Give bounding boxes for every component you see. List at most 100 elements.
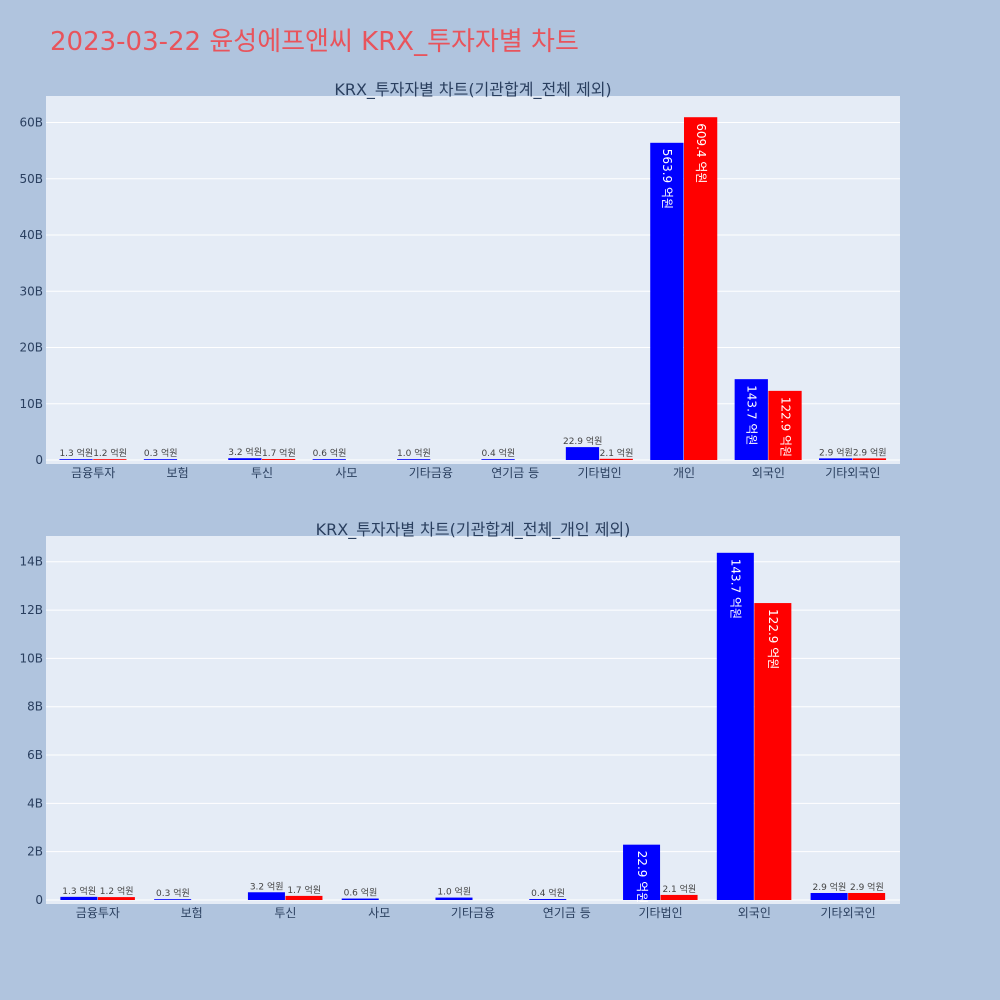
bar: [819, 458, 853, 460]
bar-data-label: 2.9 억원: [853, 446, 887, 458]
x-tick-label: 사모: [335, 466, 357, 480]
bar: [285, 895, 323, 900]
x-tick-label: 기타외국인: [821, 906, 876, 920]
bar-data-label: 3.2 억원: [250, 880, 284, 892]
bar: [734, 379, 768, 460]
bar: [660, 894, 698, 900]
y-tick-label: 50B: [19, 172, 43, 186]
bar: [262, 459, 296, 460]
bar-data-label: 2.9 억원: [850, 881, 884, 893]
bar-data-label: 143.7 억원: [745, 385, 759, 445]
x-tick-label: 보험: [181, 906, 203, 920]
x-tick-label: 사모: [368, 906, 390, 920]
bar-data-label: 1.0 억원: [437, 886, 471, 898]
chart-title-all: KRX_투자자별 차트(기관합계_전체 제외): [334, 80, 611, 100]
bar-data-label: 1.7 억원: [262, 447, 296, 459]
x-tick-label: 보험: [167, 466, 189, 480]
y-tick-label: 30B: [19, 284, 43, 298]
bar: [93, 459, 127, 460]
bar: [716, 552, 754, 900]
bar-data-label: 609.4 억원: [694, 123, 708, 183]
bar: [435, 897, 473, 900]
bar-data-label: 1.3 억원: [62, 885, 96, 897]
bar: [312, 459, 346, 460]
x-tick-label: 연기금 등: [491, 466, 539, 480]
bar-data-label: 0.6 억원: [344, 887, 378, 899]
x-tick-label: 금융투자: [76, 906, 120, 920]
y-tick-label: 14B: [19, 555, 43, 569]
bar-data-label: 122.9 억원: [778, 397, 792, 457]
bar: [810, 892, 848, 900]
bar-data-label: 1.0 억원: [397, 447, 431, 459]
bar: [247, 892, 285, 900]
bar: [599, 458, 633, 460]
x-tick-label: 외국인: [738, 906, 771, 920]
y-tick-label: 2B: [27, 845, 43, 859]
y-tick-label: 8B: [27, 700, 43, 714]
bar-data-label: 143.7 억원: [729, 559, 743, 619]
bar-data-label: 1.3 억원: [59, 447, 93, 459]
bar: [481, 459, 515, 460]
x-tick-label: 외국인: [752, 466, 785, 480]
bar: [768, 390, 802, 460]
bar-data-label: 0.4 억원: [531, 887, 565, 899]
y-tick-label: 60B: [19, 116, 43, 130]
bar-data-label: 0.4 억원: [481, 447, 515, 459]
bar-data-label: 0.3 억원: [156, 887, 190, 899]
bar-data-label: 2.1 억원: [662, 883, 696, 895]
bar-data-label: 1.2 억원: [100, 885, 134, 897]
bar: [154, 899, 192, 900]
bar: [529, 899, 567, 900]
bar-data-label: 22.9 억원: [563, 435, 602, 447]
x-tick-label: 개인: [673, 466, 695, 480]
bar: [650, 142, 684, 460]
x-tick-label: 기타금융: [451, 906, 495, 920]
bar: [684, 117, 718, 461]
bar: [565, 447, 600, 460]
y-tick-label: 0: [35, 893, 43, 907]
y-tick-label: 20B: [19, 341, 43, 355]
bar-data-label: 0.6 억원: [313, 447, 347, 459]
x-tick-label: 기타금융: [409, 466, 453, 480]
y-tick-label: 4B: [27, 796, 43, 810]
bar-data-label: 1.7 억원: [287, 884, 321, 896]
bar: [397, 459, 431, 460]
y-tick-label: 10B: [19, 397, 43, 411]
bar-data-label: 2.9 억원: [812, 881, 846, 893]
x-tick-label: 기타법인: [638, 906, 682, 920]
chart-title-excluding-individual: KRX_투자자별 차트(기관합계_전체_개인 제외): [316, 520, 631, 540]
x-tick-label: 투신: [251, 466, 273, 480]
bar-data-label: 2.1 억원: [600, 447, 634, 459]
y-tick-label: 6B: [27, 748, 43, 762]
bar: [341, 898, 379, 900]
chart-panel-excluding-individual: KRX_투자자별 차트(기관합계_전체_개인 제외) 0 2B 4B 6B 8B 10B 1…: [19, 520, 900, 920]
bar: [60, 896, 98, 900]
bar: [848, 892, 886, 900]
x-tick-label: 기타외국인: [825, 466, 880, 480]
bar-data-label: 22.9 억원: [635, 851, 649, 904]
y-tick-label: 12B: [19, 603, 43, 617]
y-tick-label: 10B: [19, 651, 43, 665]
bar-data-label: 0.3 억원: [144, 447, 178, 459]
bar-data-label: 2.9 억원: [819, 446, 853, 458]
x-tick-label: 기타법인: [578, 466, 622, 480]
bar-data-label: 3.2 억원: [228, 446, 262, 458]
x-tick-label: 연기금 등: [543, 906, 591, 920]
y-tick-label: 0: [35, 453, 43, 467]
bar: [228, 458, 262, 460]
bar: [97, 897, 135, 900]
bar-data-label: 1.2 억원: [93, 447, 127, 459]
main-title: 2023-03-22 윤성에프앤씨 KRX_투자자별 차트: [50, 27, 579, 57]
bar: [59, 459, 93, 460]
x-tick-label: 투신: [274, 906, 296, 920]
x-tick-label: 금융투자: [71, 466, 115, 480]
bar: [143, 459, 178, 460]
bar: [754, 603, 792, 900]
y-tick-label: 40B: [19, 228, 43, 242]
bar: [852, 458, 887, 460]
bar: [623, 844, 661, 900]
bar-data-label: 563.9 억원: [660, 149, 674, 209]
bar-data-label: 122.9 억원: [766, 609, 780, 669]
chart-panel-all: KRX_투자자별 차트(기관합계_전체 제외) 0 10B 20B 30B 40B 50B…: [19, 80, 900, 480]
